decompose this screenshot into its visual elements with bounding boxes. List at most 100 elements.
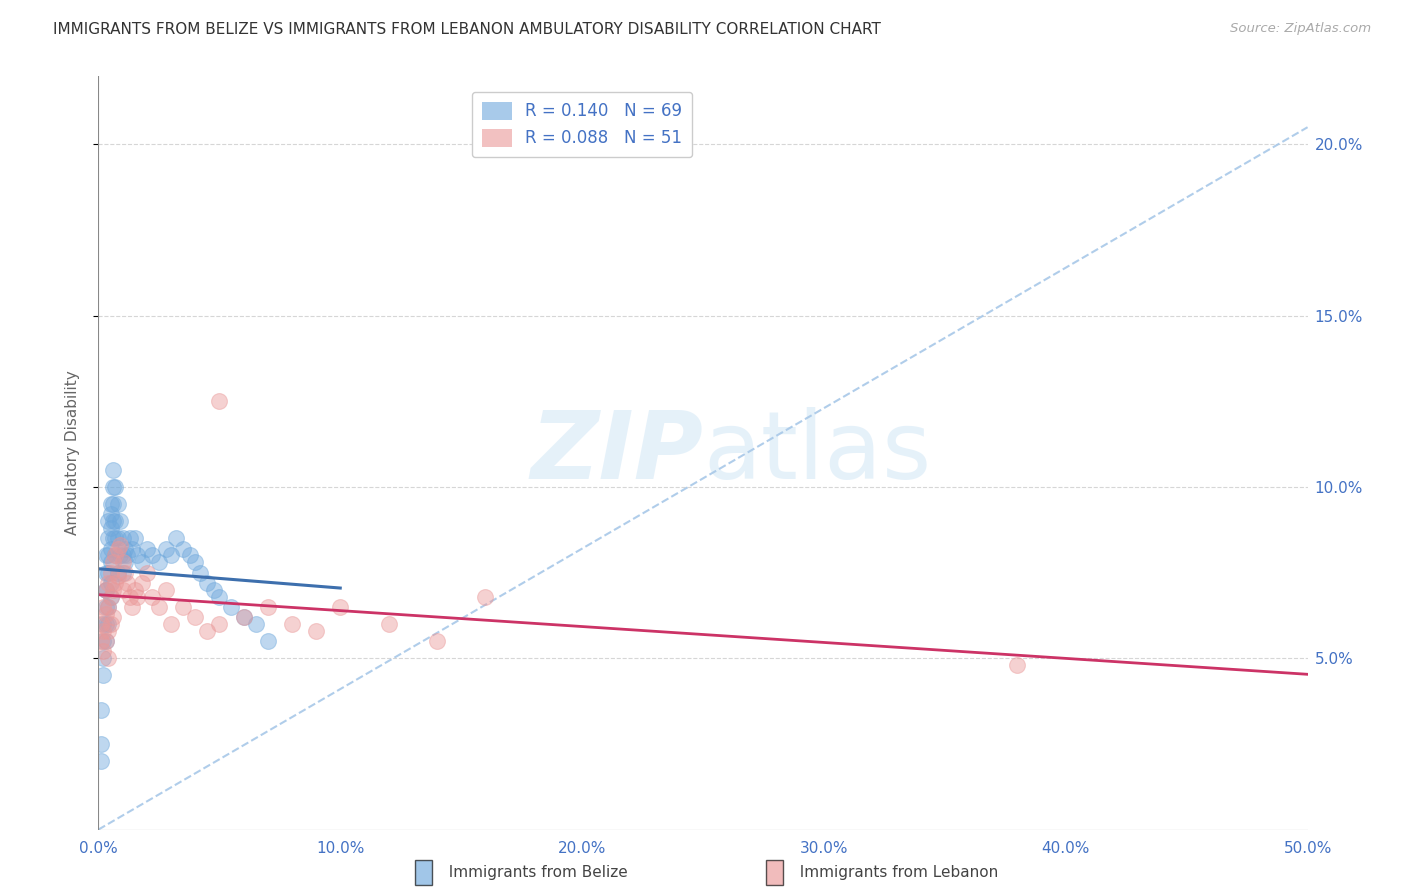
Point <box>97 514 120 528</box>
Point <box>124 532 146 546</box>
Point <box>97 599 120 614</box>
Point <box>101 555 124 569</box>
Point <box>94 634 117 648</box>
Text: ZIP: ZIP <box>530 407 703 499</box>
Point <box>97 617 120 632</box>
Point <box>131 575 153 590</box>
Point <box>245 617 267 632</box>
Point <box>91 634 114 648</box>
Point <box>107 497 129 511</box>
Point <box>114 566 136 580</box>
Point <box>195 575 218 590</box>
Point <box>111 582 134 597</box>
Point <box>184 555 207 569</box>
Point <box>107 566 129 580</box>
Point <box>91 651 114 665</box>
Point <box>97 566 120 580</box>
Point <box>426 634 449 648</box>
Point <box>94 582 117 597</box>
Point <box>141 590 163 604</box>
Point <box>101 582 124 597</box>
Point <box>329 599 352 614</box>
Point <box>100 566 122 580</box>
Point <box>208 590 231 604</box>
Point <box>104 480 127 494</box>
Point <box>131 555 153 569</box>
Point <box>97 575 120 590</box>
Point <box>101 480 124 494</box>
Point <box>90 634 112 648</box>
Point <box>97 532 120 546</box>
Text: Source: ZipAtlas.com: Source: ZipAtlas.com <box>1230 22 1371 36</box>
Point <box>256 634 278 648</box>
Point <box>172 541 194 556</box>
Point <box>97 549 120 563</box>
Point <box>94 582 117 597</box>
Point <box>121 541 143 556</box>
Point <box>91 644 114 658</box>
Point <box>94 634 117 648</box>
Point <box>100 590 122 604</box>
Y-axis label: Ambulatory Disability: Ambulatory Disability <box>65 370 80 535</box>
Point <box>141 549 163 563</box>
Point <box>100 521 122 535</box>
Point <box>377 617 399 632</box>
Point <box>107 541 129 556</box>
Point <box>100 497 122 511</box>
Text: Immigrants from Lebanon: Immigrants from Lebanon <box>790 865 998 880</box>
Point <box>104 575 127 590</box>
Point <box>90 737 112 751</box>
Point <box>108 514 131 528</box>
Point <box>117 549 139 563</box>
Point <box>184 610 207 624</box>
Point <box>195 624 218 638</box>
Point <box>90 754 112 768</box>
Point <box>111 549 134 563</box>
Point <box>148 555 170 569</box>
Point <box>111 555 134 569</box>
Point <box>256 599 278 614</box>
Point <box>104 514 127 528</box>
Point <box>114 555 136 569</box>
Point <box>135 566 157 580</box>
Point <box>90 703 112 717</box>
Point <box>305 624 328 638</box>
Point <box>117 575 139 590</box>
Point <box>101 514 124 528</box>
Point <box>221 599 243 614</box>
Point <box>107 532 129 546</box>
Point <box>104 532 127 546</box>
Point <box>165 532 187 546</box>
Point <box>474 590 496 604</box>
Point <box>97 599 120 614</box>
Point <box>232 610 254 624</box>
Point <box>104 549 127 563</box>
Point <box>100 617 122 632</box>
Point <box>124 582 146 597</box>
Point <box>94 617 117 632</box>
Point <box>94 582 117 597</box>
Point <box>148 599 170 614</box>
Point <box>155 582 177 597</box>
Point <box>127 549 149 563</box>
Point <box>108 538 131 552</box>
Point <box>281 617 304 632</box>
Point <box>94 566 117 580</box>
Point <box>111 532 134 546</box>
Point <box>100 508 122 522</box>
Point <box>90 617 112 632</box>
Point <box>127 590 149 604</box>
Point <box>208 617 231 632</box>
Point <box>94 599 117 614</box>
Point <box>121 599 143 614</box>
Point <box>91 617 114 632</box>
Point <box>101 463 124 477</box>
Point <box>104 549 127 563</box>
Point <box>172 599 194 614</box>
Point <box>100 541 122 556</box>
Point <box>91 599 114 614</box>
Point <box>97 624 120 638</box>
Point <box>111 566 134 580</box>
Point <box>101 610 124 624</box>
Point <box>1007 658 1029 673</box>
